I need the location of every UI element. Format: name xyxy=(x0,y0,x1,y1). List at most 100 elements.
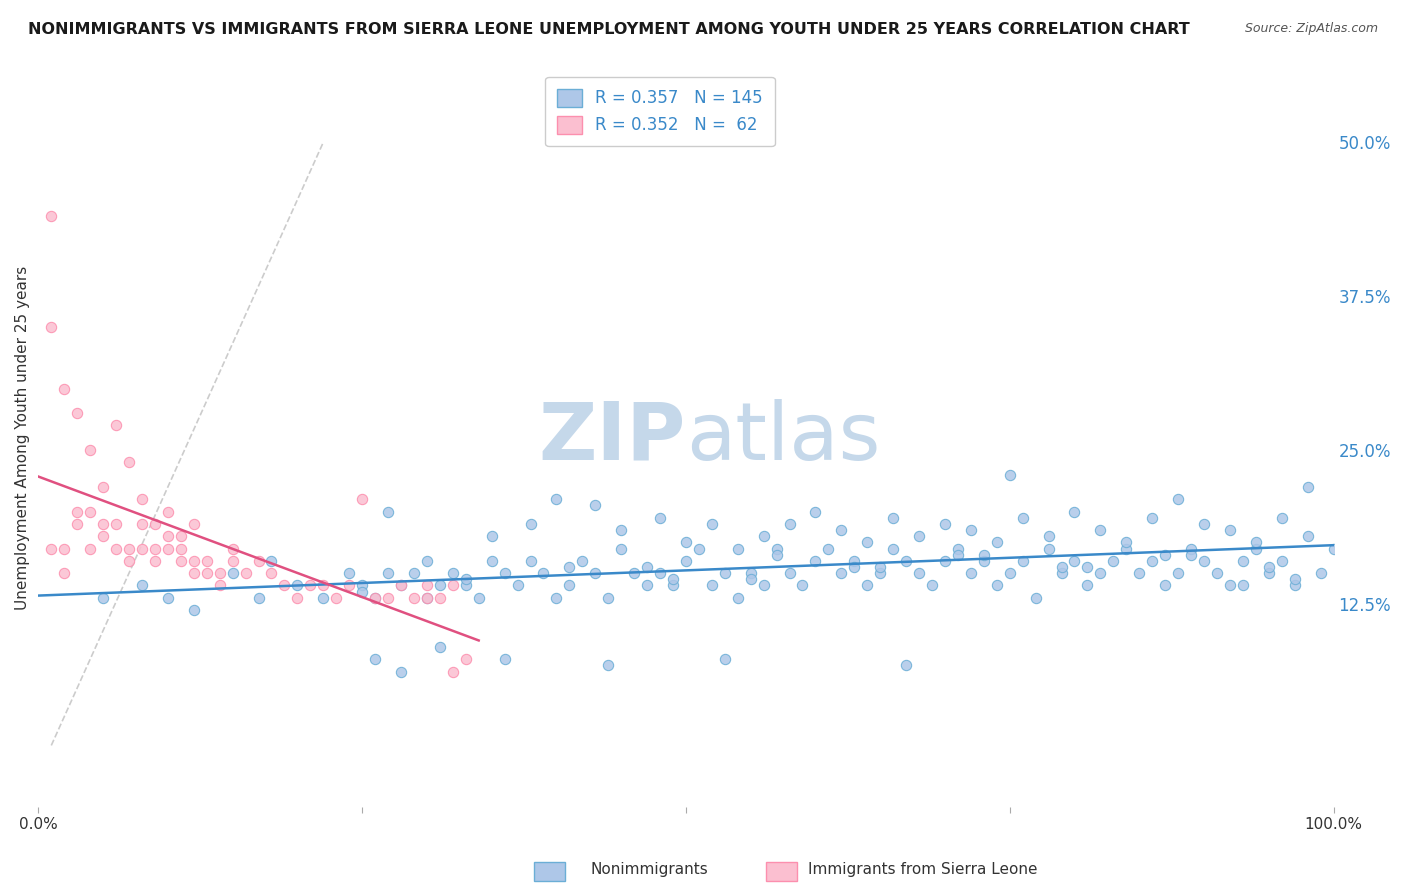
Point xyxy=(856,578,879,592)
Legend: R = 0.357   N = 145, R = 0.352   N =  62: R = 0.357 N = 145, R = 0.352 N = 62 xyxy=(546,77,775,146)
Point xyxy=(91,480,114,494)
Point xyxy=(779,516,801,531)
Point xyxy=(546,591,568,605)
Point xyxy=(467,591,489,605)
Point xyxy=(583,499,606,513)
Point xyxy=(260,566,283,581)
Point xyxy=(429,591,451,605)
Point xyxy=(1257,560,1279,574)
Point xyxy=(558,560,581,574)
Point xyxy=(934,516,956,531)
Point xyxy=(662,572,685,586)
Point xyxy=(583,566,606,581)
Point xyxy=(1063,505,1085,519)
Point xyxy=(882,510,904,524)
Point xyxy=(1296,480,1319,494)
Point xyxy=(1284,578,1306,592)
Point xyxy=(53,382,76,396)
Point xyxy=(817,541,839,556)
Point xyxy=(389,578,412,592)
Point xyxy=(143,554,166,568)
Point xyxy=(506,578,529,592)
Point xyxy=(287,578,309,592)
Point xyxy=(1244,541,1267,556)
Point xyxy=(118,541,141,556)
Point xyxy=(869,560,891,574)
Point xyxy=(558,578,581,592)
Point xyxy=(921,578,943,592)
Point xyxy=(273,578,295,592)
Point xyxy=(1309,566,1331,581)
Point xyxy=(636,578,658,592)
Point xyxy=(494,652,516,666)
Point xyxy=(377,505,399,519)
Point xyxy=(533,566,555,581)
Point xyxy=(312,578,335,592)
Point xyxy=(1244,535,1267,549)
Point xyxy=(960,566,983,581)
Point xyxy=(908,529,931,543)
Text: ZIP: ZIP xyxy=(538,399,686,476)
Point xyxy=(908,566,931,581)
Point xyxy=(1192,554,1215,568)
Point xyxy=(636,560,658,574)
Point xyxy=(946,541,969,556)
Point xyxy=(221,566,243,581)
Point xyxy=(325,591,347,605)
Point xyxy=(481,554,503,568)
Point xyxy=(416,578,439,592)
Point xyxy=(39,320,62,334)
Point xyxy=(1090,566,1112,581)
Point xyxy=(352,492,374,507)
Point xyxy=(998,467,1021,482)
Point xyxy=(105,418,128,433)
Point xyxy=(1090,523,1112,537)
Point xyxy=(352,578,374,592)
Point xyxy=(416,554,439,568)
Point xyxy=(195,566,218,581)
Point xyxy=(105,541,128,556)
Point xyxy=(39,209,62,223)
Point xyxy=(1192,516,1215,531)
Point xyxy=(675,554,697,568)
Point xyxy=(39,541,62,556)
Point xyxy=(79,443,101,458)
Point xyxy=(1025,591,1047,605)
Point xyxy=(598,591,620,605)
Point xyxy=(546,492,568,507)
Text: Source: ZipAtlas.com: Source: ZipAtlas.com xyxy=(1244,22,1378,36)
Point xyxy=(377,566,399,581)
Point xyxy=(713,566,735,581)
Point xyxy=(494,566,516,581)
Point xyxy=(986,578,1008,592)
Point xyxy=(882,541,904,556)
Point xyxy=(1180,541,1202,556)
Point xyxy=(1154,548,1177,562)
Point xyxy=(856,535,879,549)
Point xyxy=(1102,554,1125,568)
Text: atlas: atlas xyxy=(686,399,880,476)
Point xyxy=(519,516,541,531)
Point xyxy=(1296,529,1319,543)
Point xyxy=(66,516,89,531)
Point xyxy=(416,591,439,605)
Point xyxy=(1271,554,1294,568)
Point xyxy=(1232,554,1254,568)
Point xyxy=(429,640,451,654)
Point xyxy=(208,566,231,581)
Point xyxy=(610,523,633,537)
Point xyxy=(131,578,153,592)
Point xyxy=(170,529,193,543)
Point xyxy=(416,591,439,605)
Point xyxy=(1284,572,1306,586)
Y-axis label: Unemployment Among Youth under 25 years: Unemployment Among Youth under 25 years xyxy=(15,266,30,610)
Point xyxy=(337,566,360,581)
Point xyxy=(1038,541,1060,556)
Point xyxy=(648,510,671,524)
Point xyxy=(1257,566,1279,581)
Point xyxy=(740,566,762,581)
Point xyxy=(389,578,412,592)
Point xyxy=(156,541,179,556)
Point xyxy=(287,591,309,605)
Text: Immigrants from Sierra Leone: Immigrants from Sierra Leone xyxy=(808,863,1038,877)
